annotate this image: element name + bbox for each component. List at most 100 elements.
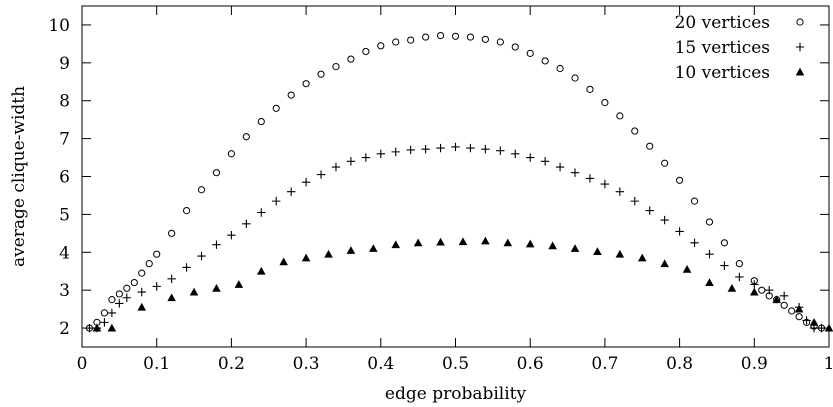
point-s0-23 (362, 47, 370, 56)
point-s2-18 (503, 238, 513, 247)
point-s0-54 (788, 307, 796, 315)
point-s0-16 (257, 117, 265, 126)
point-s1-21 (361, 153, 371, 162)
point-s2-6 (234, 280, 244, 288)
point-s2-16 (458, 237, 468, 246)
point-s0-20 (317, 70, 325, 78)
point-s1-46 (735, 272, 744, 282)
legend-marker-1 (795, 42, 805, 52)
point-s2-29 (750, 287, 759, 296)
point-s2-32 (809, 318, 819, 326)
point-s1-49 (779, 291, 789, 301)
point-s1-19 (331, 162, 341, 172)
point-s0-30 (466, 33, 475, 41)
point-s1-9 (182, 263, 191, 272)
point-s0-10 (168, 229, 176, 237)
y-tick-label-0: 2 (59, 319, 70, 339)
x-tick-label-1: 0.1 (143, 354, 170, 374)
point-s0-13 (212, 169, 221, 177)
point-s2-28 (727, 283, 737, 292)
legend-marker-2 (795, 67, 805, 76)
point-s0-41 (631, 127, 639, 135)
point-s0-44 (676, 176, 684, 184)
point-s2-33 (824, 323, 833, 332)
point-s0-14 (227, 150, 235, 158)
point-s2-4 (189, 287, 199, 296)
point-s1-14 (257, 208, 266, 217)
point-s0-33 (511, 43, 519, 51)
x-axis-label: edge probability (385, 384, 527, 404)
series-1 (85, 142, 826, 333)
point-s1-28 (466, 143, 475, 153)
y-tick-label-1: 3 (59, 281, 70, 301)
point-s2-5 (212, 283, 221, 292)
point-s2-26 (682, 265, 692, 273)
point-s0-32 (496, 38, 504, 46)
point-s0-48 (735, 260, 743, 268)
point-s0-7 (138, 269, 146, 277)
point-s1-39 (630, 196, 639, 206)
point-s1-0 (85, 323, 94, 333)
point-s1-12 (227, 231, 236, 240)
point-s1-48 (765, 285, 774, 295)
y-tick-label-7: 9 (59, 54, 70, 74)
point-s2-11 (346, 246, 356, 254)
point-s1-44 (705, 249, 714, 259)
point-s0-31 (481, 35, 489, 43)
point-s0-46 (705, 218, 714, 226)
point-s0-34 (526, 49, 534, 57)
legend-label-1: 15 vertices (675, 38, 770, 58)
point-s2-3 (167, 293, 176, 302)
point-s0-38 (586, 85, 594, 93)
point-s0-27 (422, 33, 430, 41)
point-s0-6 (130, 278, 138, 287)
point-s1-15 (272, 196, 281, 206)
point-s0-9 (153, 250, 161, 258)
point-s1-32 (526, 153, 535, 162)
point-s1-42 (675, 227, 684, 236)
point-s1-22 (376, 149, 385, 158)
point-s1-20 (346, 157, 356, 166)
point-s1-25 (421, 145, 430, 154)
point-s1-8 (167, 274, 176, 283)
point-s1-24 (406, 145, 415, 155)
point-s1-35 (570, 168, 580, 177)
point-s1-3 (107, 308, 117, 318)
y-tick-label-2: 4 (59, 243, 70, 263)
point-s1-4 (115, 299, 124, 308)
point-s1-7 (152, 282, 161, 291)
point-s0-39 (601, 99, 609, 107)
point-s1-34 (555, 162, 565, 172)
point-s2-31 (794, 304, 804, 313)
point-s1-43 (690, 238, 699, 248)
point-s1-16 (286, 187, 296, 196)
point-s1-47 (750, 280, 759, 289)
point-s1-30 (496, 146, 505, 155)
point-s0-47 (720, 239, 729, 247)
point-s2-1 (107, 323, 117, 332)
x-tick-label-4: 0.4 (367, 354, 394, 374)
point-s0-24 (377, 42, 385, 50)
point-s2-17 (481, 236, 490, 245)
point-s1-29 (481, 145, 490, 154)
legend-label-0: 20 vertices (675, 13, 770, 33)
point-s1-33 (540, 157, 550, 166)
point-s0-4 (115, 290, 123, 298)
point-s2-30 (772, 295, 782, 304)
y-tick-label-8: 10 (48, 16, 70, 36)
point-s1-6 (137, 287, 146, 297)
point-s0-40 (616, 112, 624, 120)
point-s1-23 (391, 147, 400, 157)
legend: 20 vertices 15 vertices 10 vertices (675, 13, 805, 83)
point-s0-19 (302, 80, 310, 88)
y-axis-label: average clique-width (9, 86, 29, 267)
series-2 (92, 236, 833, 332)
point-s1-2 (100, 318, 109, 327)
data-points (85, 31, 833, 333)
point-s1-11 (212, 240, 221, 249)
point-s2-9 (301, 253, 311, 262)
point-s2-19 (525, 239, 535, 248)
point-s2-7 (256, 266, 266, 275)
point-s1-40 (645, 206, 654, 215)
point-s0-36 (556, 64, 564, 73)
